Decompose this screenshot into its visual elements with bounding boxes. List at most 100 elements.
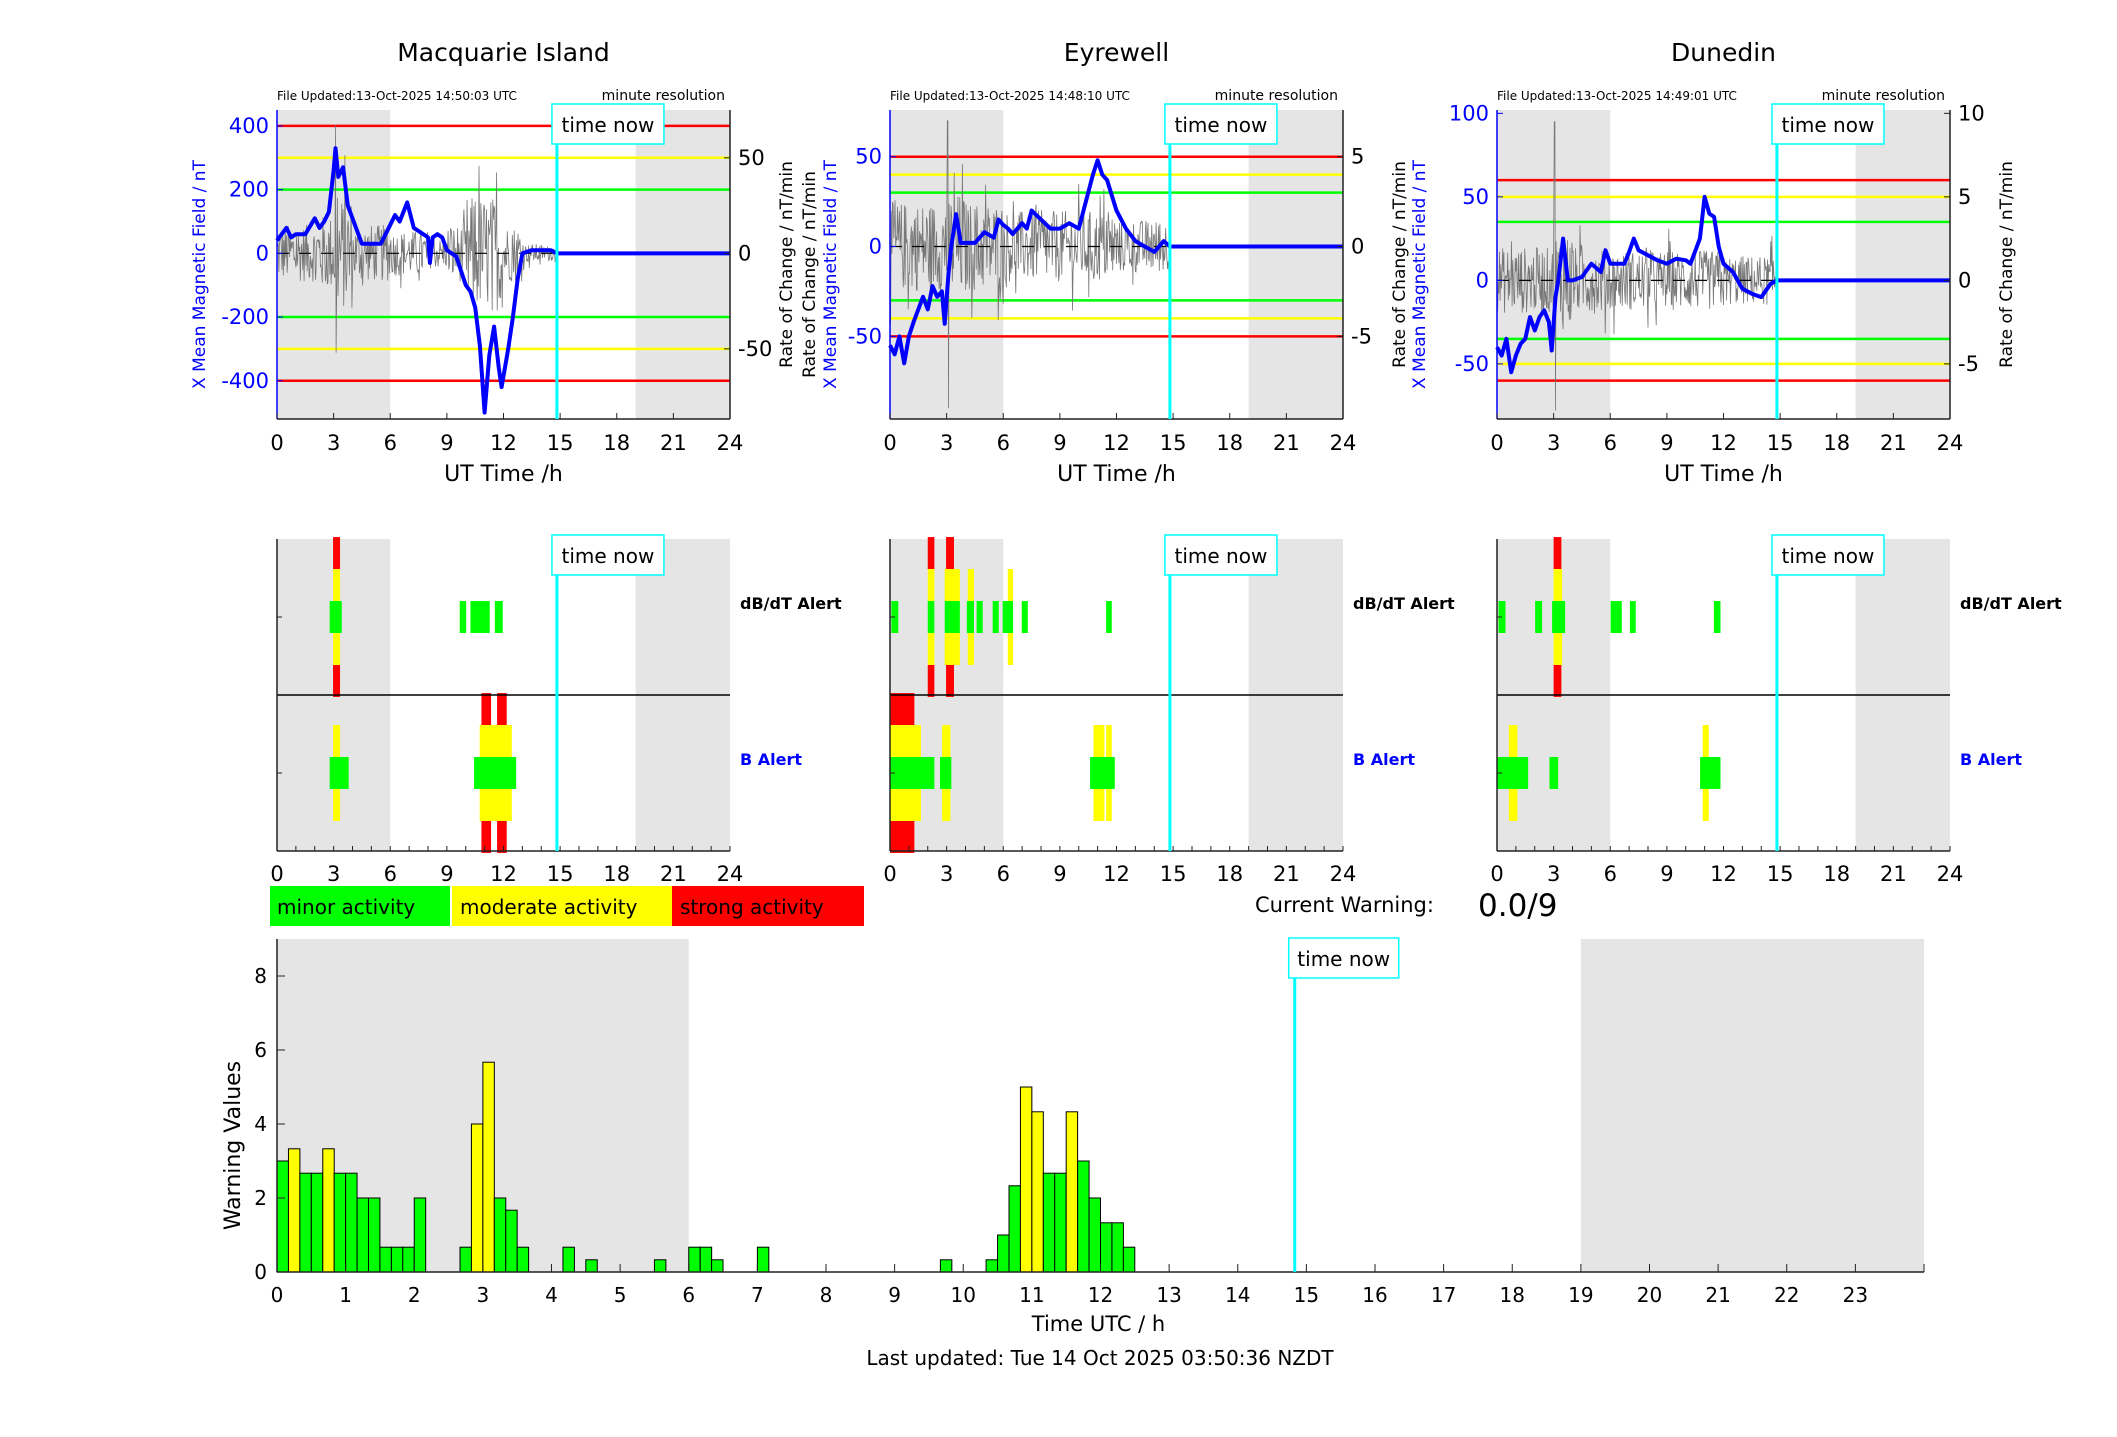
warning-bar bbox=[322, 1148, 335, 1273]
footer-last-updated: Last updated: Tue 14 Oct 2025 03:50:36 N… bbox=[866, 1346, 1334, 1370]
warning-bar bbox=[333, 1172, 347, 1273]
moderate-alert-block bbox=[333, 725, 341, 758]
time-now-label: time now bbox=[1175, 113, 1268, 137]
time-now-label: time now bbox=[1782, 113, 1875, 137]
warning-bar bbox=[688, 1246, 701, 1273]
warning-bar bbox=[482, 1061, 495, 1273]
rate-tick-label: 5 bbox=[1958, 185, 1971, 209]
x-tick-label: 0 bbox=[883, 431, 896, 455]
right-axis-label: Rate of Change / nT/min bbox=[777, 161, 797, 368]
moderate-alert-block bbox=[942, 725, 951, 758]
strong-alert-block bbox=[946, 537, 954, 570]
moderate-alert-block bbox=[967, 632, 974, 665]
moderate-alert-block bbox=[1007, 569, 1014, 602]
rate-of-change-trace bbox=[889, 120, 1170, 409]
rate-tick-label: 0 bbox=[738, 241, 751, 265]
rate-tick-label: 0 bbox=[1351, 235, 1364, 259]
moderate-alert-block bbox=[1508, 725, 1518, 758]
station-title: Dunedin bbox=[1671, 38, 1776, 67]
x-tick-label: 12 bbox=[1710, 431, 1737, 455]
moderate-alert-block bbox=[1702, 725, 1709, 758]
warning-bar bbox=[276, 1160, 289, 1273]
rate-of-change-trace bbox=[276, 125, 557, 353]
x-tick-label: 21 bbox=[1273, 431, 1300, 455]
moderate-alert-block bbox=[890, 725, 921, 758]
moderate-alert-block bbox=[333, 788, 341, 821]
minor-alert-block bbox=[890, 757, 935, 789]
warning-bar bbox=[470, 1123, 484, 1273]
x-tick-label: 12 bbox=[1088, 1283, 1113, 1307]
minor-alert-block bbox=[1610, 601, 1622, 633]
warning-bar bbox=[1019, 1086, 1033, 1273]
x-tick-label: 21 bbox=[1705, 1283, 1730, 1307]
x-tick-label: 18 bbox=[1216, 431, 1243, 455]
minor-alert-block bbox=[1021, 601, 1028, 633]
night-shading bbox=[1248, 110, 1343, 419]
warning-bar bbox=[585, 1259, 598, 1273]
x-tick-label: 6 bbox=[1604, 431, 1617, 455]
rate-tick-label: -5 bbox=[1958, 352, 1979, 376]
strong-alert-block bbox=[927, 537, 935, 570]
moderate-alert-block bbox=[1508, 788, 1518, 821]
station-panel-dunedin: Dunedin File Updated:13-Oct-2025 14:49:01… bbox=[1410, 38, 2062, 886]
b-alert-label: B Alert bbox=[1960, 750, 2022, 769]
x-tick-label: 18 bbox=[603, 431, 630, 455]
y-axis-label: Warning Values bbox=[221, 1061, 246, 1230]
minor-alert-block bbox=[992, 601, 999, 633]
strong-alert-block bbox=[890, 693, 915, 726]
moderate-alert-block bbox=[927, 632, 935, 665]
x-tick-label: 12 bbox=[1710, 862, 1737, 886]
minor-alert-block bbox=[944, 601, 960, 633]
resolution-label: minute resolution bbox=[602, 88, 725, 104]
rate-tick-label: -5 bbox=[1351, 324, 1372, 348]
x-tick-label: 18 bbox=[1823, 862, 1850, 886]
field-tick-label: -200 bbox=[221, 305, 269, 329]
b-alert-label: B Alert bbox=[1353, 750, 1415, 769]
warning-bar bbox=[493, 1197, 507, 1273]
field-tick-label: 0 bbox=[869, 235, 882, 259]
minor-alert-block bbox=[927, 601, 935, 633]
strong-alert-block bbox=[890, 820, 915, 853]
moderate-alert-block bbox=[944, 632, 960, 665]
warning-bar bbox=[516, 1246, 530, 1273]
x-tick-label: 15 bbox=[1160, 431, 1187, 455]
warning-bar bbox=[1054, 1172, 1067, 1273]
warning-bar bbox=[287, 1148, 301, 1273]
warning-bar bbox=[756, 1246, 770, 1273]
x-tick-label: 18 bbox=[1500, 1283, 1525, 1307]
y-tick-label: 8 bbox=[254, 964, 267, 988]
x-tick-label: 18 bbox=[1216, 862, 1243, 886]
minor-alert-block bbox=[329, 757, 349, 789]
moderate-alert-block bbox=[479, 725, 512, 758]
field-tick-label: 400 bbox=[229, 114, 269, 138]
right-axis-label: Rate of Change / nT/min bbox=[1997, 161, 2017, 368]
dbdt-alert-label: dB/dT Alert bbox=[1960, 594, 2062, 613]
minor-alert-block bbox=[1535, 601, 1543, 633]
x-tick-label: 12 bbox=[1103, 431, 1130, 455]
x-tick-label: 0 bbox=[1490, 862, 1503, 886]
y-tick-label: 4 bbox=[254, 1112, 267, 1136]
warning-bar bbox=[997, 1234, 1010, 1273]
rate-tick-label: 50 bbox=[738, 146, 765, 170]
x-tick-label: 9 bbox=[440, 431, 453, 455]
x-tick-label: 12 bbox=[490, 431, 517, 455]
x-tick-label: 21 bbox=[1880, 431, 1907, 455]
x-axis-label: UT Time /h bbox=[1664, 462, 1783, 487]
station-title: Macquarie Island bbox=[397, 38, 610, 67]
minor-alert-block bbox=[1700, 757, 1721, 789]
warning-bar bbox=[1100, 1222, 1113, 1273]
warning-bar bbox=[390, 1246, 404, 1273]
strong-alert-block bbox=[927, 664, 935, 697]
x-tick-label: 6 bbox=[997, 862, 1010, 886]
x-tick-label: 9 bbox=[1660, 862, 1673, 886]
x-tick-label: 6 bbox=[997, 431, 1010, 455]
minor-alert-block bbox=[1629, 601, 1636, 633]
strong-alert-block bbox=[333, 664, 341, 697]
x-field-trace bbox=[275, 146, 730, 415]
file-updated-text: File Updated:13-Oct-2025 14:50:03 UTC bbox=[277, 89, 517, 103]
time-now-label: time now bbox=[1782, 544, 1875, 568]
warning-bar bbox=[299, 1172, 312, 1273]
field-tick-label: 50 bbox=[855, 145, 882, 169]
x-field-trace bbox=[888, 158, 1343, 366]
x-tick-label: 1 bbox=[339, 1283, 352, 1307]
